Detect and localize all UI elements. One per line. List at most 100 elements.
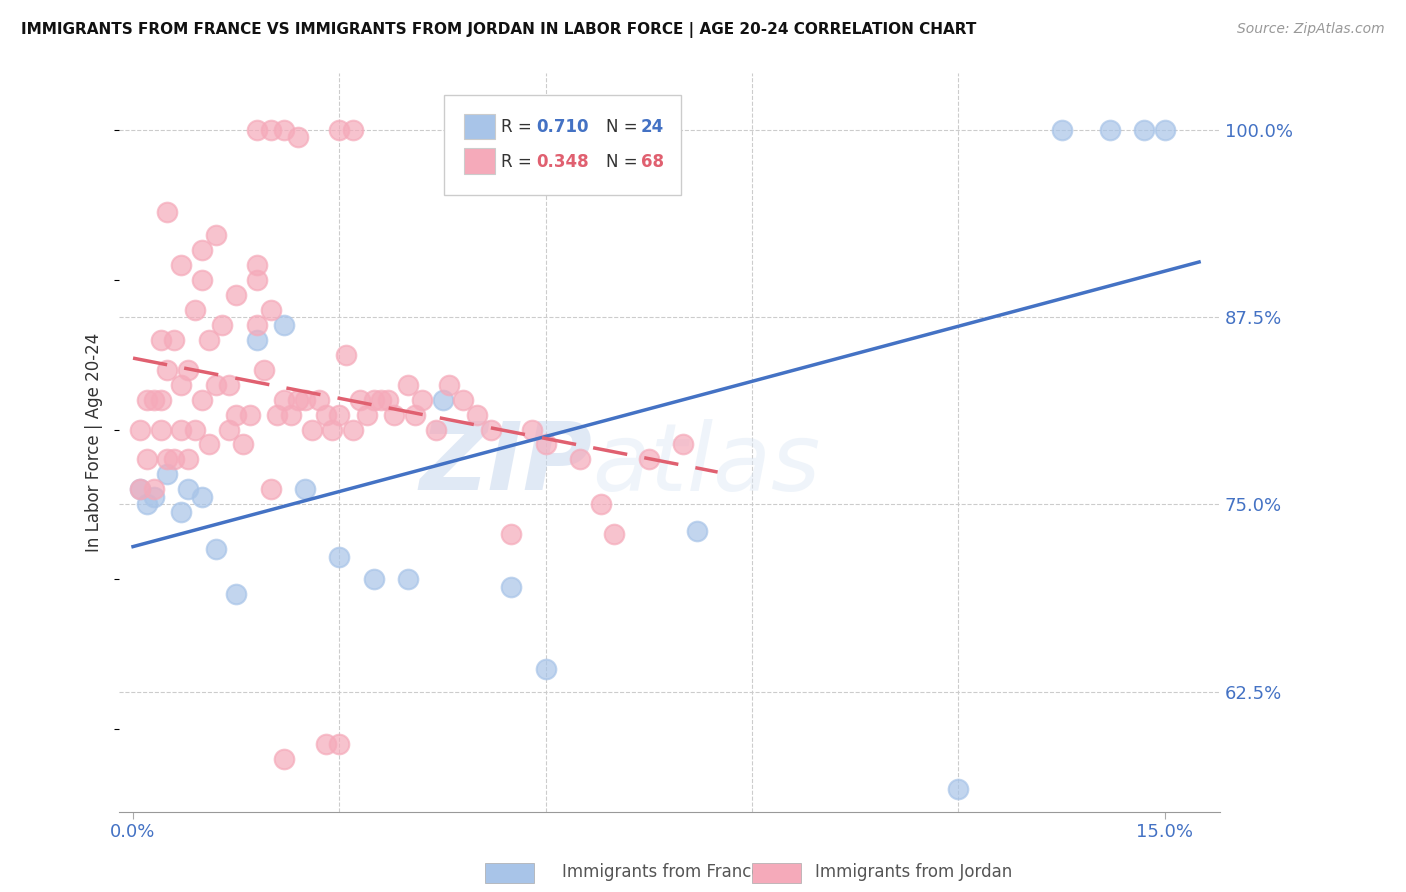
Point (197, 333, 219, 347)
Point (686, 524, 709, 539)
Point (129, 423, 152, 437)
Point (948, 782, 970, 797)
Point (149, 333, 172, 347)
Point (142, 490, 165, 504)
FancyBboxPatch shape (444, 95, 681, 194)
Point (218, 377, 240, 392)
Text: 24: 24 (641, 118, 664, 136)
Point (534, 437, 557, 451)
Point (191, 392, 214, 407)
Point (253, 362, 276, 376)
Point (328, 549, 350, 564)
Point (170, 505, 193, 519)
Point (177, 483, 200, 497)
Point (363, 392, 385, 407)
Point (1153, 123, 1175, 137)
Point (432, 392, 454, 407)
Point (142, 392, 165, 407)
Point (204, 542, 226, 557)
Point (501, 580, 523, 594)
Point (425, 423, 447, 437)
Y-axis label: In Labor Force | Age 20-24: In Labor Force | Age 20-24 (86, 333, 103, 552)
Point (589, 497, 612, 511)
Point (163, 452, 186, 467)
Point (451, 392, 474, 407)
Point (273, 123, 295, 137)
Point (170, 423, 193, 437)
Point (1098, 123, 1121, 137)
Point (301, 423, 323, 437)
Point (294, 392, 316, 407)
Text: ZIP: ZIP (419, 418, 592, 510)
Point (129, 483, 152, 497)
Point (287, 392, 309, 407)
Point (197, 437, 219, 451)
Point (177, 362, 200, 376)
Point (156, 467, 179, 482)
Point (342, 123, 364, 137)
Text: N =: N = (606, 153, 643, 170)
Point (177, 452, 200, 467)
Point (321, 423, 343, 437)
Point (246, 123, 269, 137)
Point (191, 490, 214, 504)
Point (342, 423, 364, 437)
Point (225, 587, 247, 601)
Point (266, 408, 288, 422)
Point (156, 362, 179, 376)
Point (191, 243, 214, 257)
Point (246, 318, 269, 332)
Point (328, 737, 350, 751)
Text: atlas: atlas (592, 419, 821, 510)
Point (308, 392, 330, 407)
Point (129, 483, 152, 497)
Point (273, 752, 295, 766)
Point (204, 377, 226, 392)
Point (1050, 123, 1073, 137)
Point (501, 527, 523, 541)
Point (225, 287, 247, 301)
Point (287, 130, 309, 145)
Text: IMMIGRANTS FROM FRANCE VS IMMIGRANTS FROM JORDAN IN LABOR FORCE | AGE 20-24 CORR: IMMIGRANTS FROM FRANCE VS IMMIGRANTS FRO… (21, 22, 976, 38)
Point (377, 392, 399, 407)
Point (479, 423, 502, 437)
Point (603, 527, 626, 541)
Point (569, 452, 592, 467)
Point (1133, 123, 1156, 137)
Point (259, 123, 281, 137)
Point (315, 737, 337, 751)
FancyBboxPatch shape (464, 148, 495, 174)
Point (239, 408, 262, 422)
Text: 0.348: 0.348 (536, 153, 589, 170)
Point (520, 423, 543, 437)
Point (396, 377, 419, 392)
Point (439, 377, 461, 392)
Point (184, 302, 207, 317)
Point (384, 408, 406, 422)
Point (465, 408, 488, 422)
Point (294, 483, 316, 497)
Text: N =: N = (606, 118, 643, 136)
Point (163, 333, 186, 347)
Point (315, 408, 337, 422)
Point (259, 483, 281, 497)
Point (170, 258, 193, 272)
Text: 0.710: 0.710 (536, 118, 589, 136)
Text: R =: R = (501, 153, 537, 170)
Point (184, 423, 207, 437)
Point (135, 497, 157, 511)
FancyBboxPatch shape (464, 113, 495, 139)
Point (170, 377, 193, 392)
Point (135, 452, 157, 467)
Point (218, 423, 240, 437)
Point (246, 333, 269, 347)
Point (404, 408, 426, 422)
Point (246, 273, 269, 287)
Point (259, 302, 281, 317)
Text: Immigrants from France: Immigrants from France (562, 863, 762, 881)
Point (273, 392, 295, 407)
Text: Immigrants from Jordan: Immigrants from Jordan (815, 863, 1012, 881)
Point (672, 437, 695, 451)
Point (280, 408, 302, 422)
Point (156, 205, 179, 219)
